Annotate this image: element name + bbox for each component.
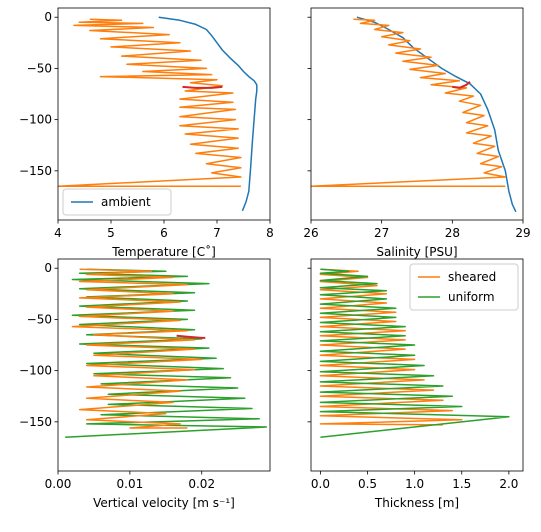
axes-frame — [310, 258, 524, 472]
x-axis-label: Thickness [m] — [374, 496, 459, 510]
x-tick: 7 — [213, 220, 221, 240]
series-line-highlight-red — [176, 334, 206, 339]
x-tick-label: 7 — [213, 226, 221, 240]
x-tick-label: 6 — [160, 226, 168, 240]
legend: sheared uniform — [409, 263, 519, 311]
x-tick: 1.0 — [405, 471, 424, 491]
x-tick: 0.02 — [188, 471, 215, 491]
x-tick: 26 — [303, 220, 319, 240]
x-tick-label: 29 — [515, 226, 530, 240]
y-tick-label: −50 — [27, 61, 52, 75]
plot-area — [58, 16, 258, 212]
x-axis-label: Vertical velocity [m s⁻¹] — [93, 496, 235, 510]
plot-area — [311, 16, 517, 213]
x-tick: 2.0 — [499, 471, 518, 491]
x-tick-label: 8 — [266, 226, 274, 240]
axes-frame — [57, 258, 271, 472]
x-tick-label: 0.02 — [188, 477, 215, 491]
y-tick: 0 — [44, 10, 58, 24]
x-tick-label: 0.0 — [311, 477, 330, 491]
legend-label: sheared — [448, 270, 496, 284]
x-tick: 29 — [515, 220, 531, 240]
panel-thickness: 0.0 0.5 1.0 1.5 2.0 Thickness [m] sheared unifo… — [307, 258, 524, 510]
legend: ambient — [62, 188, 172, 216]
x-tick-label: 5 — [107, 226, 115, 240]
series-line-plume-orange — [58, 18, 242, 187]
series-line-plume-orange — [311, 18, 507, 187]
x-tick: 6 — [160, 220, 168, 240]
series-line-highlight-red — [182, 85, 223, 89]
y-tick-label: −150 — [19, 164, 52, 178]
legend-label: uniform — [448, 290, 495, 304]
y-tick-label: −100 — [19, 364, 52, 378]
x-tick: 1.5 — [452, 471, 471, 491]
panel-vertical-velocity: 0.00 0.01 0.02 0 −50 −100 −150 Vertical velocit… — [19, 258, 271, 510]
series-line-highlight-red — [452, 80, 471, 89]
y-tick: −100 — [19, 113, 58, 127]
axes-frame — [57, 7, 271, 221]
plot-area — [319, 268, 510, 438]
x-tick-label: 26 — [303, 226, 318, 240]
x-tick: 5 — [107, 220, 115, 240]
y-tick-label: −100 — [19, 113, 52, 127]
x-axis-label: Temperature [C˚] — [111, 244, 216, 259]
series-line-ambient — [356, 16, 517, 213]
y-tick-label: −50 — [27, 312, 52, 326]
panel-salinity: 26 27 28 29 Salinity [PSU] — [303, 7, 531, 259]
series-line-ambient — [158, 16, 258, 212]
x-tick: 0.01 — [117, 471, 144, 491]
y-tick-label: −150 — [19, 415, 52, 429]
y-tick: −50 — [27, 61, 58, 75]
x-tick: 0.5 — [358, 471, 377, 491]
legend-label: ambient — [101, 195, 151, 209]
x-tick-label: 0.01 — [117, 477, 144, 491]
plot-area — [65, 268, 268, 438]
panel-temperature: 4 5 6 7 8 0 −50 −100 −150 Temperature [C˚] ambient — [19, 7, 274, 259]
x-tick: 0.00 — [45, 471, 72, 491]
y-tick: −150 — [19, 164, 58, 178]
x-tick: 27 — [374, 220, 389, 240]
y-tick-label: 0 — [44, 10, 52, 24]
x-tick-label: 27 — [374, 226, 389, 240]
x-tick: 0.0 — [311, 471, 330, 491]
x-tick-label: 0.5 — [358, 477, 377, 491]
x-tick: 8 — [266, 220, 274, 240]
x-tick-label: 0.00 — [45, 477, 72, 491]
y-tick-label: 0 — [44, 261, 52, 275]
series-line-uniform — [319, 268, 510, 438]
x-tick-label: 1.5 — [452, 477, 471, 491]
x-tick: 28 — [445, 220, 460, 240]
x-tick-label: 4 — [54, 226, 62, 240]
x-tick-label: 1.0 — [405, 477, 424, 491]
y-tick: −50 — [27, 312, 58, 326]
x-tick: 4 — [54, 220, 62, 240]
x-tick-label: 2.0 — [499, 477, 518, 491]
x-tick-label: 28 — [445, 226, 460, 240]
series-line-uniform — [65, 268, 268, 438]
y-tick: −100 — [19, 364, 58, 378]
x-axis-label: Salinity [PSU] — [376, 245, 457, 259]
axes-frame — [310, 7, 524, 221]
series-line-sheared — [71, 268, 203, 429]
y-tick: −150 — [19, 415, 58, 429]
y-tick: 0 — [44, 261, 58, 275]
